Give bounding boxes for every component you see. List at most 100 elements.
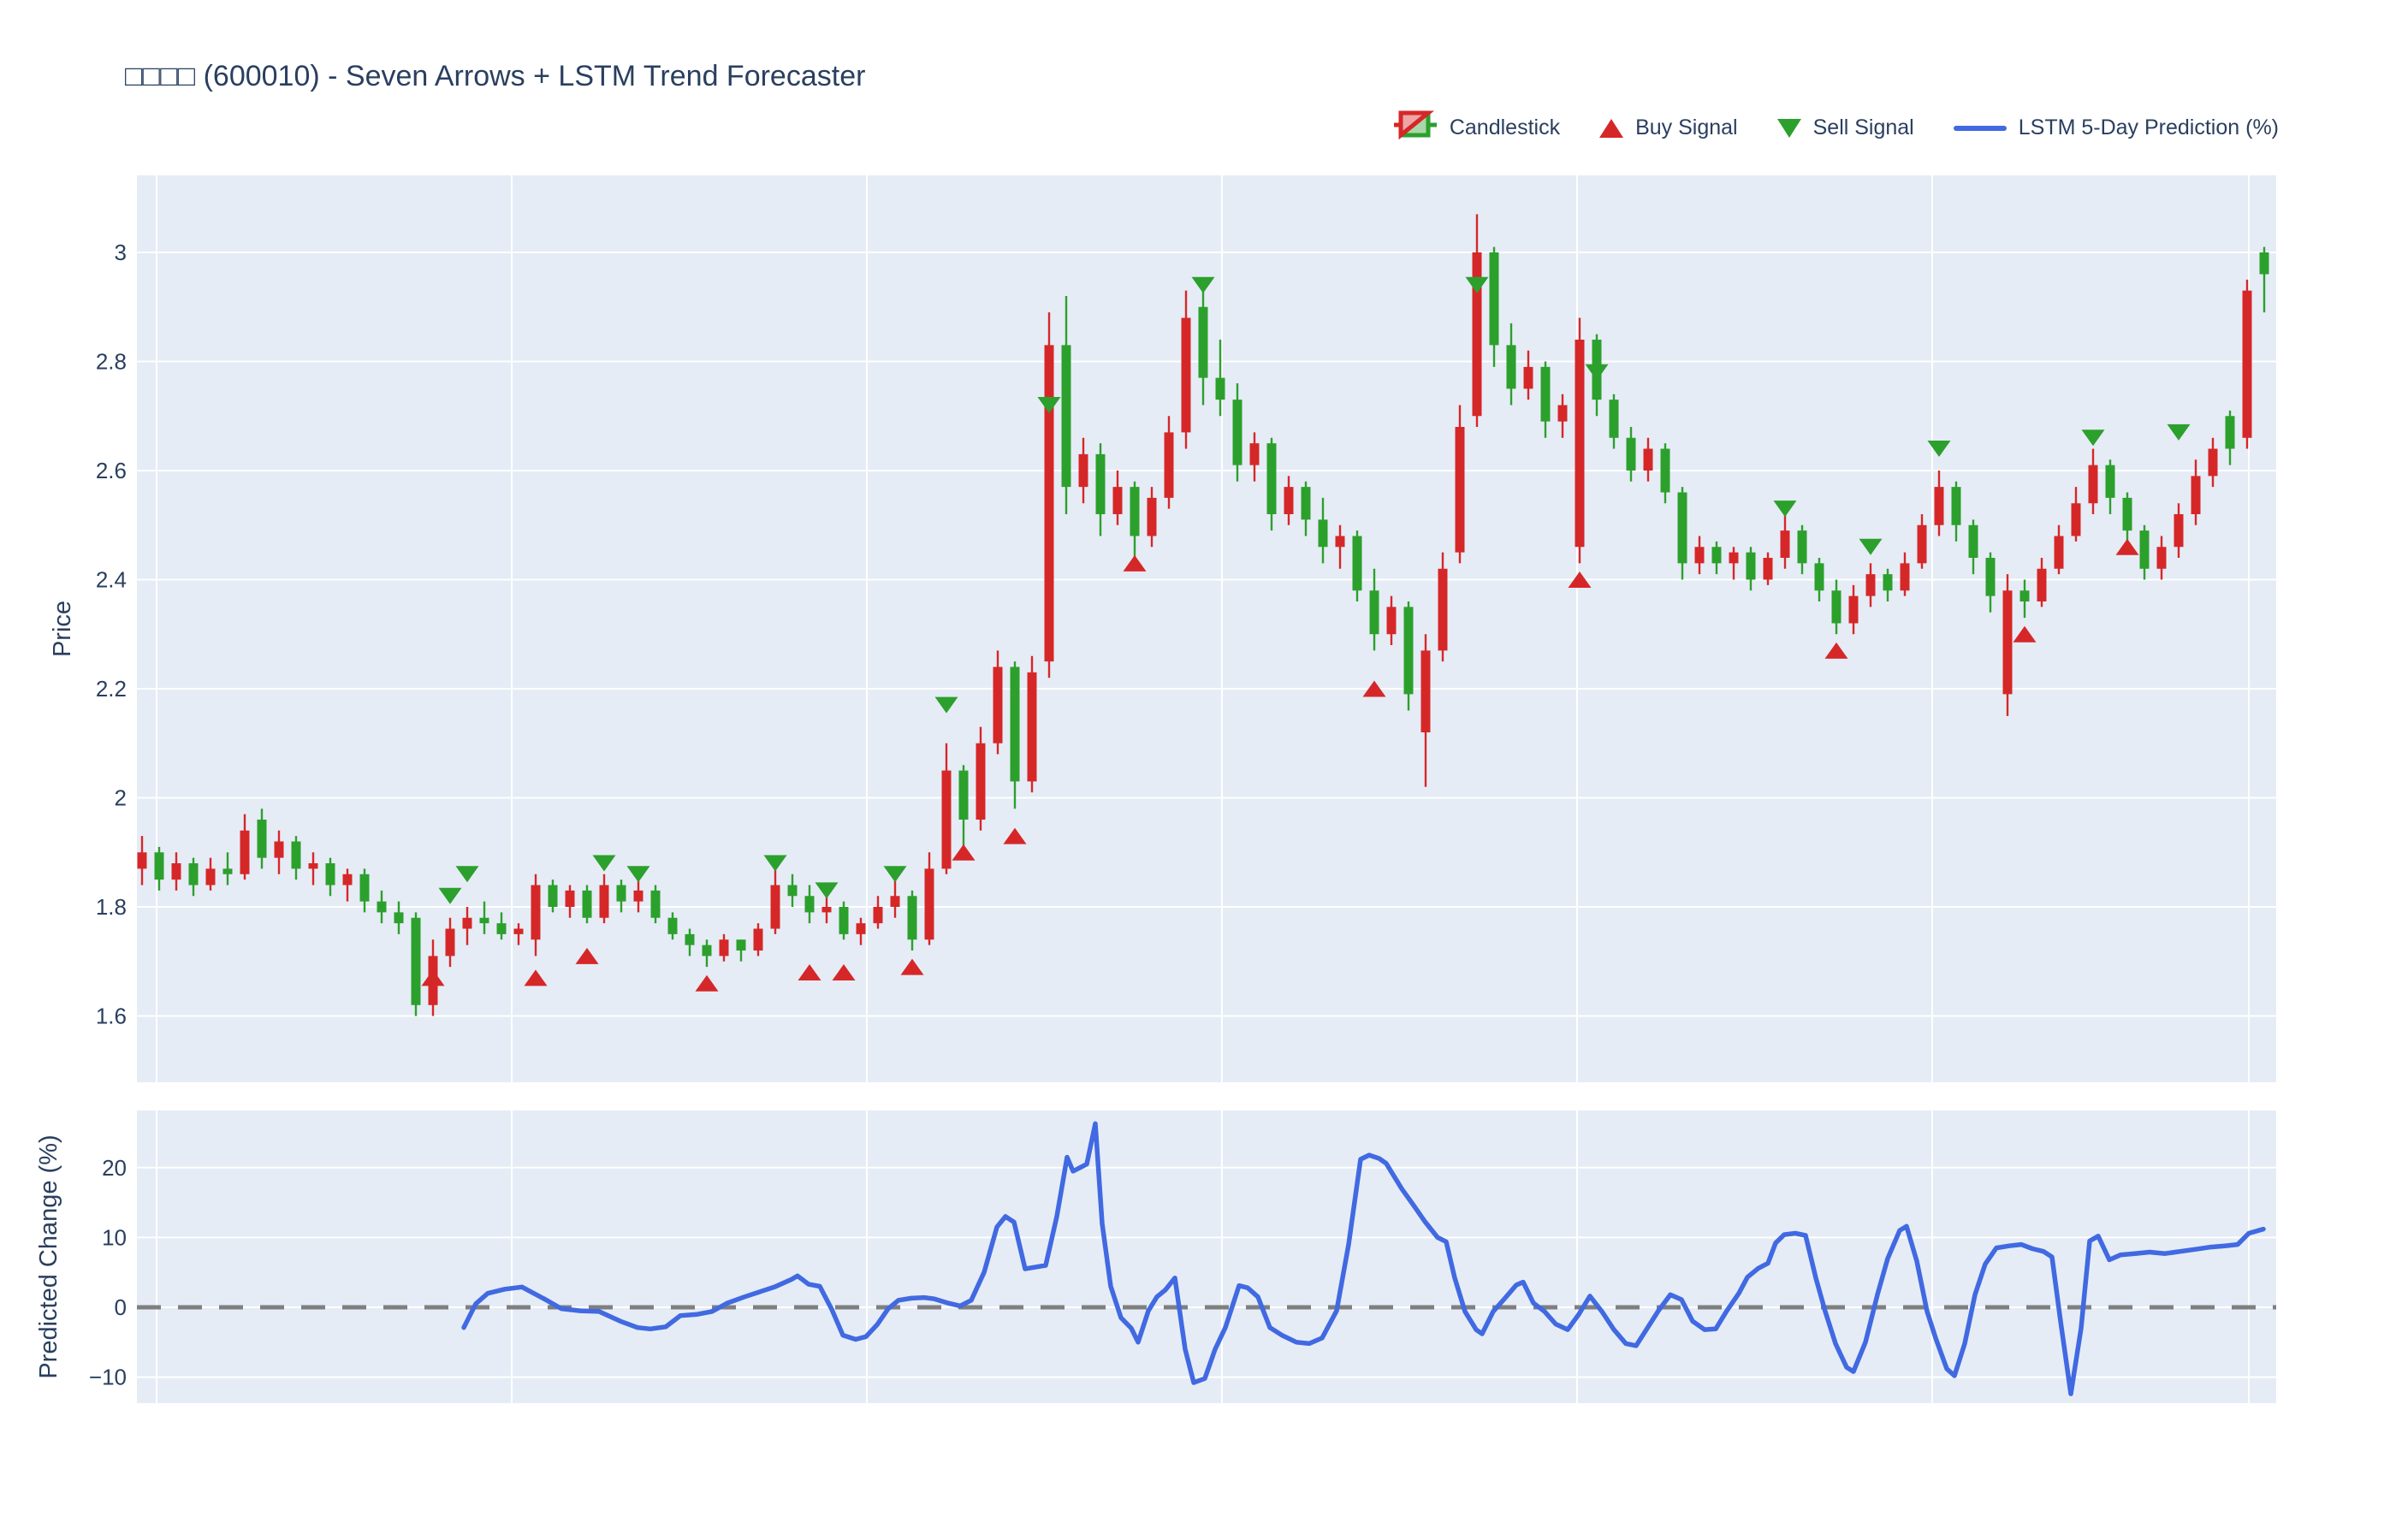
candle-body xyxy=(1814,563,1824,591)
candle-body xyxy=(1130,487,1140,536)
line-icon xyxy=(1953,125,2007,131)
y-tick-label: −10 xyxy=(89,1365,127,1390)
candle-body xyxy=(2225,416,2235,449)
sell-signal-marker xyxy=(1465,276,1489,293)
candle-body xyxy=(359,874,370,902)
candle-body xyxy=(1061,345,1071,488)
candle-body xyxy=(2191,476,2201,514)
candle-body xyxy=(1489,252,1499,346)
candle-body xyxy=(2242,290,2252,438)
candle-body xyxy=(839,907,849,934)
candle-body xyxy=(154,852,164,880)
candle-body xyxy=(1694,547,1705,564)
candle-body xyxy=(1095,453,1106,514)
candle-body xyxy=(667,917,678,934)
legend-item-candlestick[interactable]: Candlestick xyxy=(1393,108,1560,148)
candle-body xyxy=(1523,366,1533,389)
sell-signal-marker xyxy=(883,866,907,883)
candle-body xyxy=(240,830,250,874)
candle-body xyxy=(291,841,301,869)
candle-body xyxy=(531,885,541,940)
candle-body xyxy=(1951,487,1961,525)
legend-item-lstm-prediction[interactable]: LSTM 5-Day Prediction (%) xyxy=(1953,116,2279,140)
sell-signal-marker xyxy=(815,882,839,899)
candle-body xyxy=(2208,448,2218,477)
candle-body xyxy=(1729,552,1739,564)
sell-signal-marker xyxy=(763,855,787,872)
candle-body xyxy=(1352,536,1362,591)
candle-body xyxy=(1626,437,1636,471)
candle-body xyxy=(1284,487,1294,514)
candle-body xyxy=(1848,595,1859,624)
candle-body xyxy=(2156,547,2167,569)
buy-signal-marker xyxy=(1824,642,1848,659)
candle-body xyxy=(1010,666,1020,782)
candle-body xyxy=(890,896,900,907)
candle-body xyxy=(2054,536,2064,569)
sell-signal-marker xyxy=(1773,500,1797,518)
candle-body xyxy=(445,928,455,957)
candle-body xyxy=(719,939,729,957)
triangle-down-icon xyxy=(1776,118,1801,138)
candle-body xyxy=(633,890,643,902)
candle-body xyxy=(1711,547,1722,564)
y-tick-label: 20 xyxy=(102,1155,127,1181)
buy-signal-marker xyxy=(832,964,856,980)
buy-signal-marker xyxy=(1003,827,1027,844)
candle-body xyxy=(1403,607,1414,695)
legend-item-sell-signal[interactable]: Sell Signal xyxy=(1776,116,1914,140)
candle-body xyxy=(2105,465,2115,498)
buy-signal-marker xyxy=(421,969,445,986)
candle-body xyxy=(1198,306,1208,378)
y-tick-label: 3 xyxy=(115,240,127,265)
candle-body xyxy=(188,863,199,886)
candle-body xyxy=(1865,574,1876,596)
sell-signal-marker xyxy=(626,866,650,883)
legend-label-candlestick: Candlestick xyxy=(1449,116,1561,139)
candle-body xyxy=(513,928,524,934)
candle-body xyxy=(1181,317,1191,433)
y-tick-label: 2.4 xyxy=(96,567,127,593)
candle-body xyxy=(1506,345,1516,389)
candle-body xyxy=(1455,427,1465,553)
candle-body xyxy=(1677,492,1687,564)
candle-body xyxy=(2259,252,2269,275)
buy-signal-marker xyxy=(524,969,548,986)
buy-signal-marker xyxy=(952,844,976,861)
legend-item-buy-signal[interactable]: Buy Signal xyxy=(1599,116,1738,140)
buy-signal-marker xyxy=(2115,538,2139,555)
candle-body xyxy=(2088,465,2098,504)
candle-body xyxy=(1232,400,1242,465)
candle-body xyxy=(821,907,832,913)
candle-body xyxy=(1301,487,1311,520)
candle-body xyxy=(1643,448,1653,471)
candle-body xyxy=(1917,524,1927,564)
candle-body xyxy=(548,885,558,907)
candle-body xyxy=(1266,443,1277,514)
candle-body xyxy=(308,863,318,869)
candlestick-icon xyxy=(1393,108,1438,148)
y-tick-label: 1.8 xyxy=(96,894,127,920)
candle-body xyxy=(1557,405,1568,422)
y-tick-label: 0 xyxy=(115,1294,127,1320)
candle-body xyxy=(2037,568,2047,601)
y-tick-label: 2.8 xyxy=(96,349,127,375)
buy-signal-markers xyxy=(421,538,2139,992)
candle-body xyxy=(137,852,147,869)
candle-body xyxy=(993,666,1003,743)
sell-signal-marker xyxy=(1927,441,1951,457)
candle-body xyxy=(2174,514,2184,548)
buy-signal-marker xyxy=(695,974,719,992)
candle-body xyxy=(1044,345,1054,662)
candle-body xyxy=(804,896,815,913)
candle-body xyxy=(736,939,746,951)
candle-body xyxy=(1438,568,1448,651)
legend: Candlestick Buy Signal Sell Signal LSTM … xyxy=(1393,108,2279,148)
candle-body xyxy=(856,923,866,934)
sell-signal-marker xyxy=(438,887,462,904)
candle-body xyxy=(479,917,489,924)
candle-body xyxy=(770,885,780,929)
legend-label-lstm-prediction: LSTM 5-Day Prediction (%) xyxy=(2018,116,2279,139)
candle-body xyxy=(274,841,284,858)
